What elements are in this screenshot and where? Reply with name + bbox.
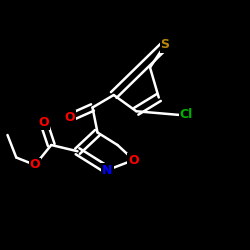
Text: N: N [102, 164, 113, 176]
Text: S: S [160, 38, 170, 52]
Text: O: O [65, 111, 75, 124]
Text: Cl: Cl [180, 108, 193, 122]
Text: O: O [128, 154, 139, 166]
Text: O: O [38, 116, 49, 129]
Text: O: O [30, 158, 40, 172]
